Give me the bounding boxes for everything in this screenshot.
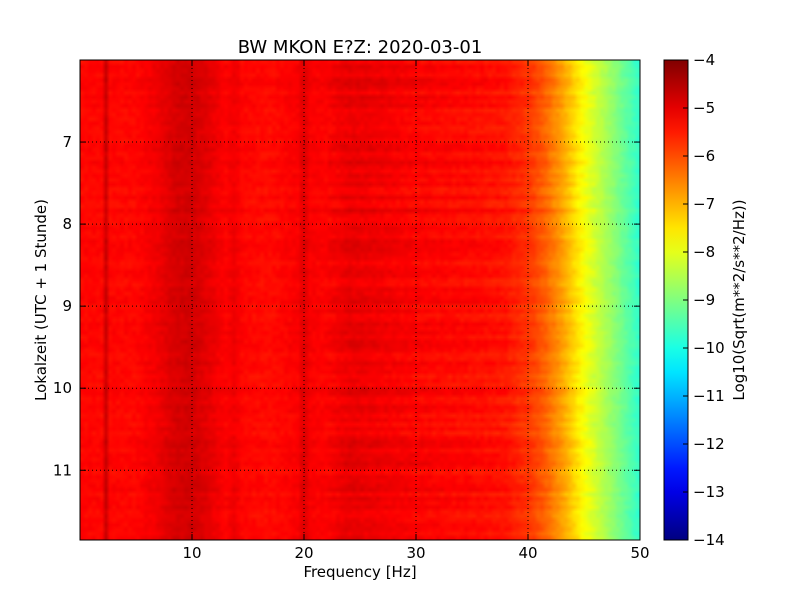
- y-tick-label: 7: [62, 133, 72, 151]
- y-tick-label: 10: [53, 379, 72, 397]
- colorbar-tick-label: −9: [693, 291, 715, 309]
- colorbar-tick-label: −7: [693, 195, 715, 213]
- colorbar-label: Log10(Sqrt(m**2/s**2/Hz)): [730, 199, 748, 400]
- colorbar-tick-label: −8: [693, 243, 715, 261]
- x-tick-label: 10: [182, 544, 201, 562]
- colorbar-tick-label: −10: [693, 339, 725, 357]
- x-tick-label: 40: [518, 544, 537, 562]
- y-tick-label: 8: [62, 215, 72, 233]
- chart-title: BW MKON E?Z: 2020-03-01: [238, 37, 483, 58]
- colorbar-tick-label: −4: [693, 51, 715, 69]
- colorbar-tick-label: −11: [693, 387, 725, 405]
- y-tick-label: 9: [62, 297, 72, 315]
- x-tick-label: 30: [406, 544, 425, 562]
- colorbar-tick-label: −12: [693, 435, 725, 453]
- spectrogram-heatmap: [80, 60, 640, 540]
- x-tick-label: 20: [294, 544, 313, 562]
- colorbar-tick-label: −14: [693, 531, 725, 549]
- colorbar-tick-label: −13: [693, 483, 725, 501]
- y-tick-label: 11: [53, 461, 72, 479]
- colorbar-tick-label: −6: [693, 147, 715, 165]
- y-axis-label: Lokalzeit (UTC + 1 Stunde): [32, 199, 50, 401]
- x-axis-label: Frequency [Hz]: [303, 563, 416, 581]
- plot-frame: [79, 59, 641, 541]
- x-tick-label: 50: [630, 544, 649, 562]
- colorbar-tick-label: −5: [693, 99, 715, 117]
